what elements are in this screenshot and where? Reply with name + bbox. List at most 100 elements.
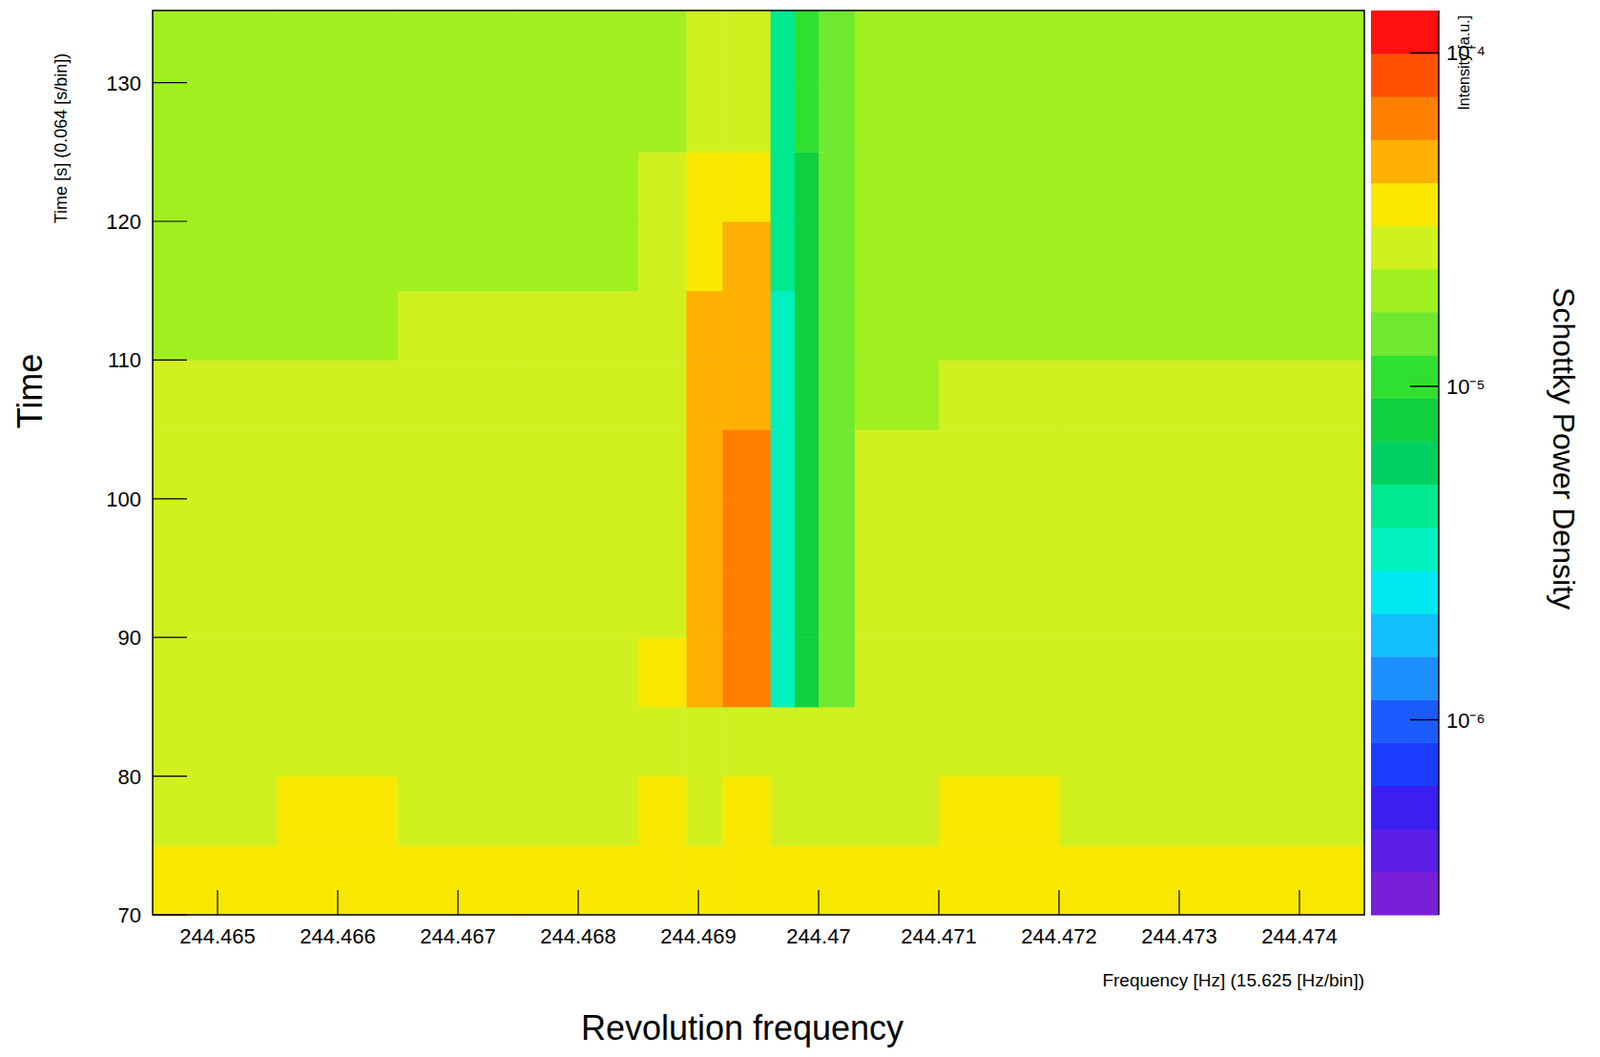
- cell: [152, 221, 279, 291]
- cell: [152, 83, 279, 153]
- cell: [638, 359, 687, 430]
- cell: [578, 359, 639, 430]
- cell: [1059, 706, 1180, 777]
- cell: [578, 221, 639, 291]
- cell: [1179, 359, 1365, 430]
- x-axis-title: Frequency [Hz] (15.625 [Hz/bin]): [1101, 970, 1365, 991]
- cell: [685, 151, 723, 222]
- cell: [277, 221, 398, 291]
- cell: [638, 151, 687, 222]
- colorbar-band: [1371, 139, 1439, 184]
- cell: [397, 498, 519, 569]
- cell: [1059, 637, 1180, 707]
- cell: [397, 221, 519, 291]
- cell: [1059, 776, 1180, 847]
- cell: [397, 83, 519, 153]
- cell: [722, 429, 771, 499]
- cell: [938, 429, 1060, 499]
- cell: [685, 429, 723, 499]
- colorbar-band: [1371, 311, 1439, 356]
- cell: [397, 429, 519, 499]
- cell: [578, 845, 639, 915]
- cell: [722, 359, 771, 430]
- cell: [152, 429, 279, 499]
- cell: [722, 290, 771, 361]
- cell: [518, 151, 579, 222]
- annotation: Time: [10, 353, 50, 430]
- cell: [638, 498, 687, 569]
- cell: [578, 568, 639, 639]
- colorbar-band: [1371, 656, 1439, 701]
- colorbar-band: [1371, 183, 1439, 228]
- cell: [938, 776, 1060, 847]
- colorbar-band: [1371, 226, 1439, 271]
- cell: [1059, 83, 1180, 153]
- cell: [518, 290, 579, 361]
- cell: [152, 359, 279, 430]
- cell: [938, 10, 1060, 84]
- cell: [818, 637, 855, 707]
- cell: [152, 290, 279, 361]
- cell: [794, 776, 820, 847]
- cell: [518, 359, 579, 430]
- y-tick: [152, 220, 188, 222]
- cell: [854, 498, 940, 569]
- y-tick-label: 120: [105, 209, 142, 234]
- cell: [685, 359, 723, 430]
- x-tick: [216, 890, 218, 915]
- cell: [578, 706, 639, 777]
- cell: [938, 290, 1060, 361]
- x-tick-label: 244.474: [1261, 924, 1338, 949]
- cell: [685, 776, 723, 847]
- colorbar-tick-label: 10⁻⁵: [1446, 374, 1486, 399]
- cell: [818, 151, 855, 222]
- colorbar-band: [1371, 872, 1439, 916]
- cell: [397, 706, 519, 777]
- cell: [638, 706, 687, 777]
- cell: [1179, 151, 1365, 222]
- cell: [770, 637, 796, 707]
- colorbar-tick: [1410, 719, 1439, 722]
- cell: [770, 221, 796, 291]
- cell: [397, 151, 519, 222]
- cell: [685, 498, 723, 569]
- cell: [638, 568, 687, 639]
- cell: [277, 429, 398, 499]
- cell: [518, 845, 579, 915]
- colorbar-axis: [1437, 10, 1440, 915]
- cell: [794, 706, 820, 777]
- cell: [152, 706, 279, 777]
- cell: [685, 221, 723, 291]
- cell: [638, 845, 687, 915]
- cell: [152, 498, 279, 569]
- annotation: Schottky Power Density: [1546, 287, 1581, 610]
- y-tick-label: 100: [105, 487, 142, 512]
- cells: [152, 10, 1365, 915]
- cell: [854, 83, 940, 153]
- x-tick-label: 244.466: [299, 924, 376, 949]
- cell: [722, 83, 771, 153]
- cell: [638, 776, 687, 847]
- cell: [518, 776, 579, 847]
- cell: [770, 83, 796, 153]
- cell: [152, 151, 279, 222]
- cell: [854, 568, 940, 639]
- cell: [518, 498, 579, 569]
- cell: [1059, 290, 1180, 361]
- cell: [397, 776, 519, 847]
- cell: [770, 151, 796, 222]
- colorbar-band: [1371, 10, 1439, 55]
- y-tick-label: 110: [107, 348, 142, 373]
- cell: [277, 151, 398, 222]
- colorbar-band: [1371, 53, 1439, 98]
- cell: [938, 568, 1060, 639]
- cell: [938, 706, 1060, 777]
- colorbar-band: [1371, 786, 1439, 831]
- cell: [938, 221, 1060, 291]
- cell: [818, 568, 855, 639]
- colorbar-tick: [1410, 385, 1439, 388]
- colorbar-band: [1371, 354, 1439, 399]
- cell: [722, 776, 771, 847]
- y-axis-title: Time [s] (0.064 [s/bin]): [51, 53, 71, 224]
- cell: [638, 10, 687, 84]
